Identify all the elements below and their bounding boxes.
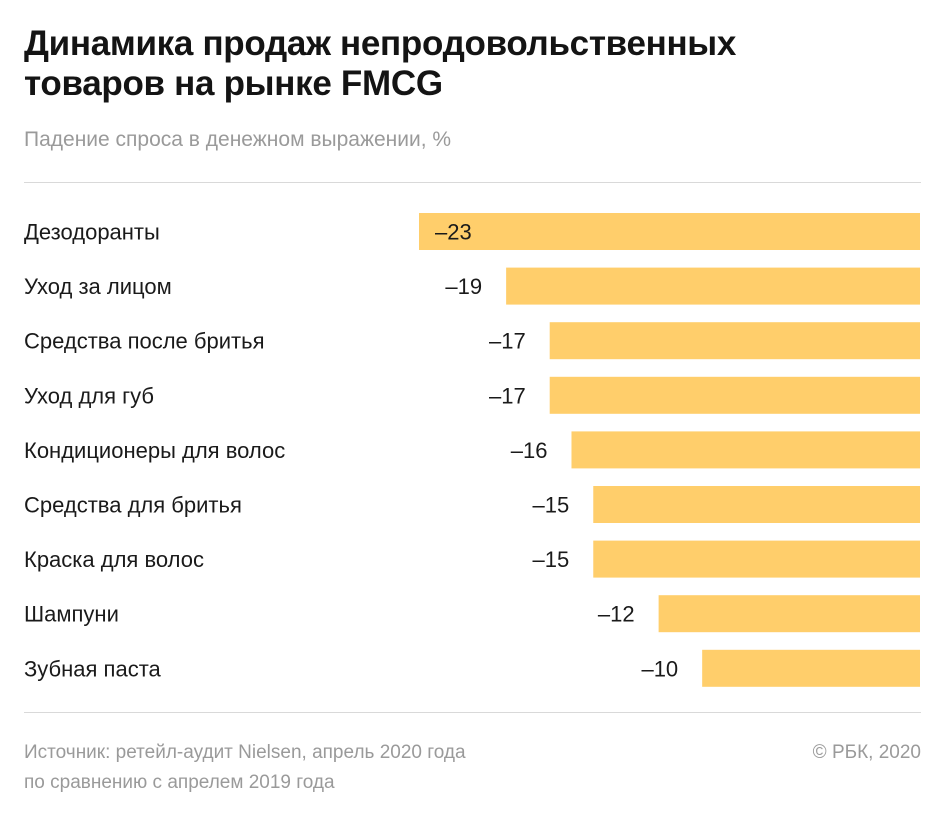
top-divider bbox=[24, 182, 921, 183]
bar bbox=[506, 267, 920, 305]
bar bbox=[593, 540, 920, 578]
value-label: –12 bbox=[598, 602, 635, 627]
category-label: Шампуни bbox=[24, 602, 119, 627]
bar bbox=[549, 322, 920, 360]
bar bbox=[702, 649, 920, 687]
bar bbox=[593, 486, 920, 523]
value-label: –17 bbox=[489, 329, 526, 354]
chart-subtitle: Падение спроса в денежном выражении, % bbox=[24, 128, 452, 151]
category-label: Зубная паста bbox=[24, 656, 162, 681]
value-label: –16 bbox=[511, 438, 548, 463]
value-label: –23 bbox=[435, 220, 472, 245]
value-label: –19 bbox=[445, 274, 482, 299]
bar bbox=[658, 595, 920, 633]
source-line-2: по сравнению с апрелем 2019 года bbox=[24, 772, 335, 793]
category-label: Дезодоранты bbox=[24, 220, 160, 245]
value-label: –15 bbox=[533, 493, 570, 518]
chart-title-line-1: Динамика продаж непродовольственных bbox=[24, 24, 737, 63]
category-label: Средства для бритья bbox=[24, 493, 242, 518]
chart-title-line-2: товаров на рынке FMCG bbox=[24, 64, 443, 103]
source-line-1: Источник: ретейл-аудит Nielsen, апрель 2… bbox=[24, 742, 466, 763]
bar bbox=[549, 376, 920, 414]
category-label: Уход за лицом bbox=[24, 274, 172, 299]
bottom-divider bbox=[24, 712, 921, 713]
value-label: –17 bbox=[489, 383, 526, 408]
category-label: Кондиционеры для волос bbox=[24, 438, 285, 463]
value-label: –10 bbox=[641, 656, 678, 681]
bar bbox=[419, 213, 920, 250]
copyright: © РБК, 2020 bbox=[812, 742, 921, 763]
source-note: Источник: ретейл-аудит Nielsen, апрель 2… bbox=[24, 738, 466, 798]
chart-title: Динамика продаж непродовольственных това… bbox=[24, 24, 904, 104]
category-label: Средства после бритья bbox=[24, 329, 265, 354]
category-label: Краска для волос bbox=[24, 547, 204, 572]
bar bbox=[571, 431, 920, 469]
category-label: Уход для губ bbox=[24, 383, 154, 408]
value-label: –15 bbox=[533, 547, 570, 572]
